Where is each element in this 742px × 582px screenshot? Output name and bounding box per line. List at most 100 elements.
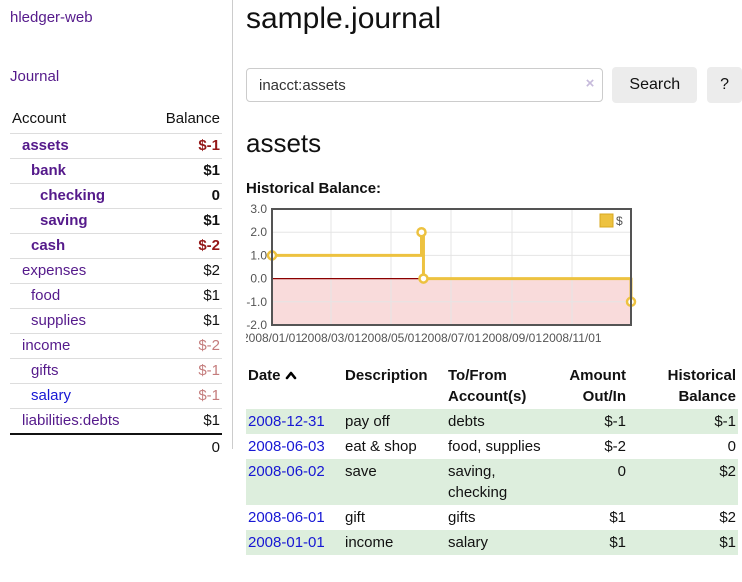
account-balance: 0: [149, 183, 222, 209]
account-row: supplies $1: [10, 308, 222, 334]
account-link[interactable]: income: [22, 337, 71, 354]
account-title: assets: [246, 128, 322, 158]
account-row: bank $1: [10, 158, 222, 184]
account-balance: $-1: [149, 358, 222, 384]
y-axis-tick-label: -2.0: [246, 318, 267, 332]
account-balance: $-1: [149, 383, 222, 409]
register-row: 2008-12-31 pay off debts $-1 $-1: [246, 409, 738, 434]
register-header-date[interactable]: Date: [246, 363, 343, 409]
help-button[interactable]: ?: [707, 67, 742, 103]
account-link[interactable]: supplies: [31, 312, 87, 329]
main-content: sample.journal × Search ? assets Histori…: [246, 0, 742, 555]
register-balance: $2: [719, 509, 736, 526]
y-axis-tick-label: -1.0: [246, 295, 267, 309]
data-point-marker: [416, 226, 427, 238]
search-input[interactable]: [246, 68, 604, 102]
historical-balance-chart[interactable]: $3.0 2.0 1.0 0.0 -1.0 -2.0 2008/01/01 2008/03/0…: [246, 203, 742, 353]
brand-link[interactable]: hledger-web: [10, 9, 93, 26]
register-date-link[interactable]: 2008-06-02: [248, 463, 325, 480]
account-row: saving $1: [10, 208, 222, 234]
register-row: 2008-06-03 eat & shop food, supplies $-2 0: [246, 434, 738, 459]
search-button[interactable]: Search: [612, 67, 698, 103]
account-link[interactable]: checking: [40, 187, 106, 204]
x-axis-tick-label: 2008/01/01: [246, 331, 302, 345]
accounts-total-row: 0: [10, 433, 222, 461]
account-link[interactable]: food: [31, 287, 61, 304]
account-balance: $1: [149, 208, 222, 234]
register-row: 2008-01-01 income salary $1 $1: [246, 530, 738, 555]
sort-asc-icon: [285, 365, 297, 386]
legend-swatch: [599, 213, 614, 228]
register-date-link[interactable]: 2008-06-01: [248, 509, 325, 526]
register-description: gift: [345, 509, 366, 526]
account-link[interactable]: salary: [31, 387, 72, 404]
account-row: assets $-1: [10, 134, 222, 159]
register-balance: $2: [719, 463, 736, 480]
accounts-header-account: Account: [10, 106, 150, 134]
register-table: Date Description To/From Account(s) Amoun…: [246, 363, 738, 555]
account-row: salary $-1: [10, 383, 222, 409]
x-axis-tick-label: 2008/05/01: [361, 331, 421, 345]
account-link[interactable]: saving: [40, 212, 88, 229]
clear-search-icon[interactable]: ×: [585, 75, 595, 92]
account-balance: $-2: [149, 333, 222, 359]
register-description: save: [345, 463, 377, 480]
register-amount: $-2: [604, 438, 626, 455]
account-link[interactable]: expenses: [22, 262, 87, 279]
account-balance: $2: [149, 258, 222, 284]
account-link[interactable]: bank: [31, 162, 67, 179]
register-date-link[interactable]: 2008-12-31: [248, 413, 325, 430]
register-amount: 0: [617, 463, 626, 480]
register-date-link[interactable]: 2008-06-03: [248, 438, 325, 455]
account-balance: $1: [149, 158, 222, 184]
y-axis-tick-label: 1.0: [250, 248, 267, 262]
register-header-description: Description: [345, 367, 428, 384]
page-title: sample.journal: [246, 2, 442, 35]
x-axis-tick-label: 2008/11/01: [542, 331, 601, 345]
register-date-link[interactable]: 2008-01-01: [248, 534, 325, 551]
register-amount: $1: [609, 534, 626, 551]
register-balance: $-1: [714, 413, 736, 430]
y-axis-tick-label: 0.0: [250, 272, 267, 286]
register-accounts: salary: [448, 534, 489, 551]
register-row: 2008-06-02 save saving, checking 0 $2: [246, 459, 738, 505]
account-link[interactable]: assets: [22, 137, 69, 154]
account-row: checking 0: [10, 183, 222, 209]
register-amount: $1: [609, 509, 626, 526]
chart-label: Historical Balance:: [246, 180, 382, 197]
account-balance: $1: [149, 308, 222, 334]
x-axis-tick-label: 2008/09/01: [482, 331, 542, 345]
accounts-header-row: Account Balance: [10, 106, 222, 134]
register-header-balance: Historical Balance: [667, 367, 736, 405]
plot-border: [271, 208, 632, 326]
register-header-row: Date Description To/From Account(s) Amoun…: [246, 363, 738, 409]
y-axis-tick-label: 2.0: [250, 225, 267, 239]
y-axis-tick-label: 3.0: [250, 203, 267, 216]
account-row: gifts $-1: [10, 358, 222, 384]
register-row: 2008-06-01 gift gifts $1 $2: [246, 505, 738, 530]
account-row: cash $-2: [10, 233, 222, 259]
accounts-table: Account Balance assets $-1 bank $1 checking 0…: [10, 106, 222, 461]
account-row: income $-2: [10, 333, 222, 359]
sidebar: hledger-web Journal Account Balance asse…: [0, 0, 233, 461]
account-balance: $1: [149, 408, 222, 434]
account-link[interactable]: gifts: [31, 362, 59, 379]
account-balance: $1: [149, 283, 222, 309]
account-balance: $-2: [149, 233, 222, 259]
account-link[interactable]: cash: [31, 237, 66, 254]
account-balance: $-1: [198, 137, 220, 154]
data-point-marker: [418, 273, 429, 284]
register-balance: 0: [727, 438, 736, 455]
x-axis-tick-label: 2008/03/01: [301, 331, 361, 345]
search-box: ×: [246, 68, 604, 102]
register-description: pay off: [345, 413, 390, 430]
chart-canvas[interactable]: $3.0 2.0 1.0 0.0 -1.0 -2.02008/01/012008/03/0…: [246, 203, 742, 353]
register-description: eat & shop: [345, 438, 417, 455]
register-balance: $1: [719, 534, 736, 551]
account-link[interactable]: liabilities:debts: [22, 412, 120, 429]
register-header-accounts: To/From Account(s): [448, 367, 527, 405]
nav-journal-link[interactable]: Journal: [10, 68, 60, 85]
register-accounts: debts: [448, 413, 485, 430]
register-accounts: saving, checking: [448, 463, 508, 501]
legend-label: $: [616, 214, 623, 228]
